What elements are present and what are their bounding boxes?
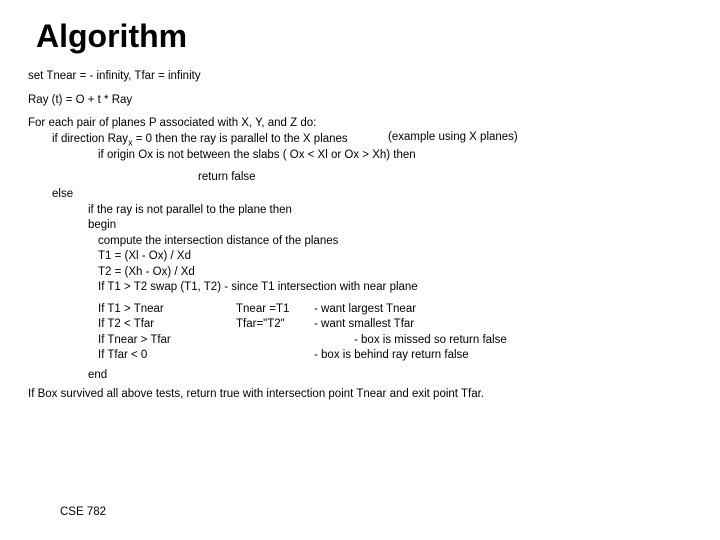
line-end: end xyxy=(88,368,692,384)
if-dir-a: if direction Ray xyxy=(52,133,128,145)
line-begin: begin xyxy=(88,218,692,234)
c1b: Tnear =T1 xyxy=(236,302,314,318)
c1a: If T1 > Tnear xyxy=(98,302,236,318)
line-t1: T1 = (Xl - Ox) / Xd xyxy=(98,249,692,265)
cond-row-1: If T1 > TnearTnear =T1- want largest Tne… xyxy=(98,302,692,318)
else-body: if the ray is not parallel to the plane … xyxy=(88,203,692,384)
cond-row-2: If T2 < TfarTfar="T2"- want smallest Tfa… xyxy=(98,317,692,333)
c4a: If Tfar < 0 xyxy=(98,348,236,364)
c4c: - box is behind ray return false xyxy=(314,349,469,361)
line-compute: compute the intersection distance of the… xyxy=(98,234,692,250)
line-init: set Tnear = - infinity, Tfar = infinity xyxy=(28,69,692,85)
line-if-not-parallel: if the ray is not parallel to the plane … xyxy=(88,203,692,219)
slide-title: Algorithm xyxy=(36,18,692,55)
example-note: (example using X planes) xyxy=(388,130,518,146)
c1c: - want largest Tnear xyxy=(314,303,416,315)
line-ray: Ray (t) = O + t * Ray xyxy=(28,93,692,109)
line-if-origin: if origin Ox is not between the slabs ( … xyxy=(98,148,692,164)
if-dir-b: = 0 then the ray is parallel to the X pl… xyxy=(133,133,348,145)
line-swap: If T1 > T2 swap (T1, T2) - since T1 inte… xyxy=(98,280,692,296)
cond-row-4: If Tfar < 0 - box is behind ray return fa… xyxy=(98,348,692,364)
line-else: else xyxy=(52,187,692,203)
line-survived: If Box survived all above tests, return … xyxy=(28,387,692,403)
c2c: - want smallest Tfar xyxy=(314,318,414,330)
foreach-text: For each pair of planes P associated wit… xyxy=(28,117,316,129)
c3a: If Tnear > Tfar xyxy=(98,333,236,349)
line-return-false: return false xyxy=(198,170,692,186)
c2a: If T2 < Tfar xyxy=(98,317,236,333)
cond-row-3: If Tnear > Tfar - box is missed so return… xyxy=(98,333,692,349)
line-if-parallel: if direction Rayx = 0 then the ray is pa… xyxy=(52,132,692,148)
c3c: - box is missed so return false xyxy=(354,334,507,346)
c2b: Tfar="T2" xyxy=(236,317,314,333)
line-foreach: For each pair of planes P associated wit… xyxy=(28,116,692,132)
slide-body: set Tnear = - infinity, Tfar = infinity … xyxy=(28,69,692,403)
slide-footer: CSE 782 xyxy=(60,506,106,518)
line-t2: T2 = (Xh - Ox) / Xd xyxy=(98,265,692,281)
